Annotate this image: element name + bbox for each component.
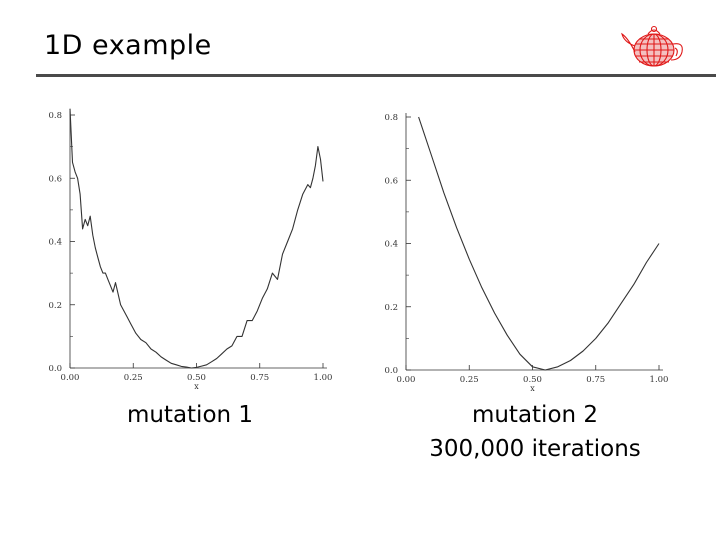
mutation-2-plot: 0.0 0.2 0.4 0.6 0.8 0.00 0.25 0.50 0.75 1.00 x: [384, 113, 669, 393]
slide-title: 1D example: [44, 30, 212, 61]
y-tick-label: 0.6: [48, 174, 62, 184]
y-tick-label: 0.6: [384, 176, 398, 186]
x-tick-label: 0.50: [187, 373, 206, 383]
x-tick-label: 0.50: [523, 375, 542, 385]
mutation-2-chart: 0.0 0.2 0.4 0.6 0.8 0.00 0.25 0.50 0.75 1.00 x: [366, 100, 676, 400]
y-tick-label: 0.8: [48, 111, 62, 121]
title-divider: [36, 74, 716, 77]
y-tick-label: 0.8: [384, 113, 398, 123]
x-tick-label: 0.00: [61, 373, 80, 383]
wireframe-teapot-icon: [621, 25, 683, 67]
mutation-1-plot: 0.0 0.2 0.4 0.6 0.8 0.00 0.25 0.50 0.75 1.00 x: [48, 108, 333, 391]
x-axis-label: x: [530, 384, 535, 393]
caption-right-line1: mutation 2: [471, 402, 599, 428]
x-tick-label: 0.75: [586, 375, 605, 385]
y-tick-label: 0.2: [384, 303, 398, 313]
caption-left: mutation 1: [126, 402, 254, 428]
y-tick-label: 0.2: [48, 301, 62, 311]
y-tick-label: 0.0: [48, 364, 62, 374]
x-axis-label: x: [194, 382, 199, 391]
x-tick-label: 1.00: [650, 375, 669, 385]
series-line: [418, 116, 660, 371]
y-tick-label: 0.0: [384, 366, 398, 376]
y-tick-label: 0.4: [48, 238, 62, 248]
series-line: [69, 108, 324, 369]
x-tick-label: 0.75: [250, 373, 269, 383]
caption-mutation-2: mutation 2 300,000 iterations: [390, 398, 680, 466]
x-tick-label: 1.00: [314, 373, 333, 383]
y-tick-label: 0.4: [384, 240, 398, 250]
x-tick-label: 0.00: [397, 375, 416, 385]
x-tick-label: 0.25: [460, 375, 479, 385]
mutation-1-chart: 0.0 0.2 0.4 0.6 0.8 0.00 0.25 0.50 0.75 1.00 x: [30, 100, 340, 400]
x-tick-label: 0.25: [124, 373, 143, 383]
caption-right-line2: 300,000 iterations: [429, 436, 641, 462]
caption-mutation-1: mutation 1: [100, 398, 280, 432]
